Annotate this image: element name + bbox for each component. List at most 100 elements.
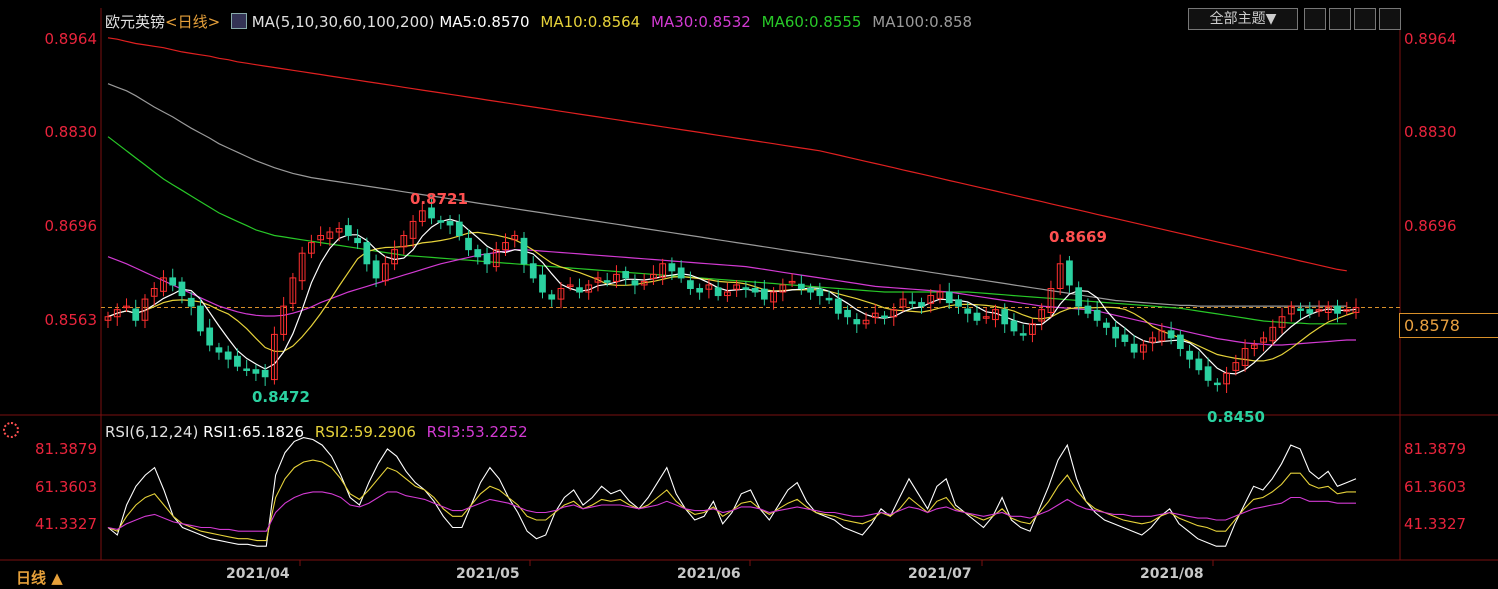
candle-body <box>899 298 907 308</box>
candle-body <box>853 319 861 325</box>
candle-body <box>1056 263 1064 289</box>
high-annotation: 0.8669 <box>1049 228 1107 246</box>
candle-body <box>548 294 556 300</box>
date-tick: 2021/04 <box>226 566 290 582</box>
candle-body <box>733 284 740 290</box>
candle-body <box>714 287 722 297</box>
date-tick: 2021/08 <box>1140 566 1204 582</box>
candle-body <box>594 277 602 283</box>
candle-body <box>677 267 685 279</box>
candle-body <box>474 249 482 258</box>
candle-body <box>1066 260 1073 286</box>
layout-icon[interactable] <box>1329 8 1351 30</box>
candle-body <box>1029 323 1036 335</box>
candle-body <box>197 305 204 332</box>
candle-body <box>1103 322 1110 328</box>
ma30-value: MA30:0.8532 <box>651 13 751 31</box>
ma5-value: MA5:0.8570 <box>439 13 530 31</box>
candle-body <box>1278 316 1286 328</box>
candle-body <box>779 284 787 293</box>
period-switch-button[interactable]: 日线 ▲ <box>16 569 63 587</box>
candle-body <box>936 291 944 299</box>
crosshair-icon[interactable] <box>1304 8 1326 30</box>
chart-header: 欧元英镑<日线> MA(5,10,30,60,100,200) MA5:0.85… <box>105 11 972 32</box>
candle-body <box>1186 350 1193 360</box>
candle-body <box>437 220 445 223</box>
candle-body <box>964 308 972 314</box>
candle-body <box>807 287 814 293</box>
candle-body <box>955 299 962 307</box>
candle-body <box>1306 309 1314 314</box>
candle-body <box>973 312 981 321</box>
rsi-tick-right: 81.3879 <box>1404 440 1467 458</box>
candle-body <box>1315 309 1323 312</box>
candle-body <box>372 260 380 279</box>
candle-body <box>585 284 593 293</box>
indicator-settings-icon[interactable] <box>3 422 19 438</box>
candle-body <box>992 309 999 321</box>
symbol-name: 欧元英镑 <box>105 13 166 31</box>
period-tag[interactable]: <日线> <box>165 13 221 31</box>
candle-body <box>1269 326 1277 342</box>
candle-body <box>391 249 398 265</box>
candle-body <box>446 220 454 226</box>
candle-body <box>668 263 676 272</box>
candle-body <box>1010 320 1018 332</box>
candle-body <box>178 281 186 297</box>
candle-body <box>363 242 371 265</box>
candle-body <box>982 316 990 319</box>
ma100-line <box>107 83 1347 307</box>
price-tick-right: 0.8964 <box>1404 30 1457 48</box>
ma60-line <box>107 136 1347 325</box>
ma60-value: MA60:0.8555 <box>761 13 862 31</box>
candle-body <box>160 277 167 292</box>
candle-body <box>834 298 842 314</box>
candle-body <box>1075 287 1083 307</box>
candle-body <box>104 316 112 321</box>
candle-body <box>326 231 334 239</box>
candle-body <box>511 235 519 241</box>
candle-body <box>696 287 704 293</box>
candle-body <box>409 220 417 239</box>
candle-body <box>1130 343 1138 353</box>
candle-body <box>224 351 232 360</box>
candle-body <box>1001 309 1009 325</box>
candle-body <box>317 235 324 241</box>
split-view-icon[interactable] <box>1354 8 1376 30</box>
high-annotation: 0.8721 <box>410 190 468 208</box>
candle-body <box>640 280 648 286</box>
candle-body <box>1112 326 1120 339</box>
export-icon[interactable] <box>1379 8 1401 30</box>
candle-body <box>1260 337 1267 343</box>
theme-dropdown-button[interactable]: 全部主题▼ <box>1188 8 1298 30</box>
candle-body <box>1204 366 1212 381</box>
candle-body <box>1297 308 1304 311</box>
candle-body <box>1176 334 1184 350</box>
candle-body <box>455 221 463 237</box>
candle-body <box>1232 362 1240 371</box>
candle-body <box>243 368 251 371</box>
candle-body <box>1084 305 1092 314</box>
date-tick: 2021/05 <box>456 566 520 582</box>
low-annotation: 0.8472 <box>252 388 310 406</box>
rsi-line-rsi3 <box>107 491 1356 532</box>
rsi-label: RSI(6,12,24) <box>105 423 199 441</box>
candle-body <box>1047 287 1055 314</box>
candle-body <box>945 291 953 304</box>
candle-body <box>871 312 879 318</box>
ma-settings-icon[interactable] <box>230 13 247 29</box>
candle-body <box>1343 309 1351 312</box>
rsi-header: RSI(6,12,24) RSI1:65.1826 RSI2:59.2906 R… <box>105 423 528 441</box>
candle-body <box>557 287 565 300</box>
candle-body <box>908 301 916 304</box>
rsi-line-rsi1 <box>107 437 1357 547</box>
candle-body <box>308 242 315 254</box>
candle-body <box>1121 334 1129 342</box>
rsi-tick-right: 61.3603 <box>1404 478 1467 496</box>
candle-body <box>844 309 851 318</box>
candle-body <box>1019 333 1027 336</box>
rsi-tick-right: 41.3327 <box>1404 515 1467 533</box>
candle-body <box>344 225 352 237</box>
candle-body <box>298 252 306 282</box>
